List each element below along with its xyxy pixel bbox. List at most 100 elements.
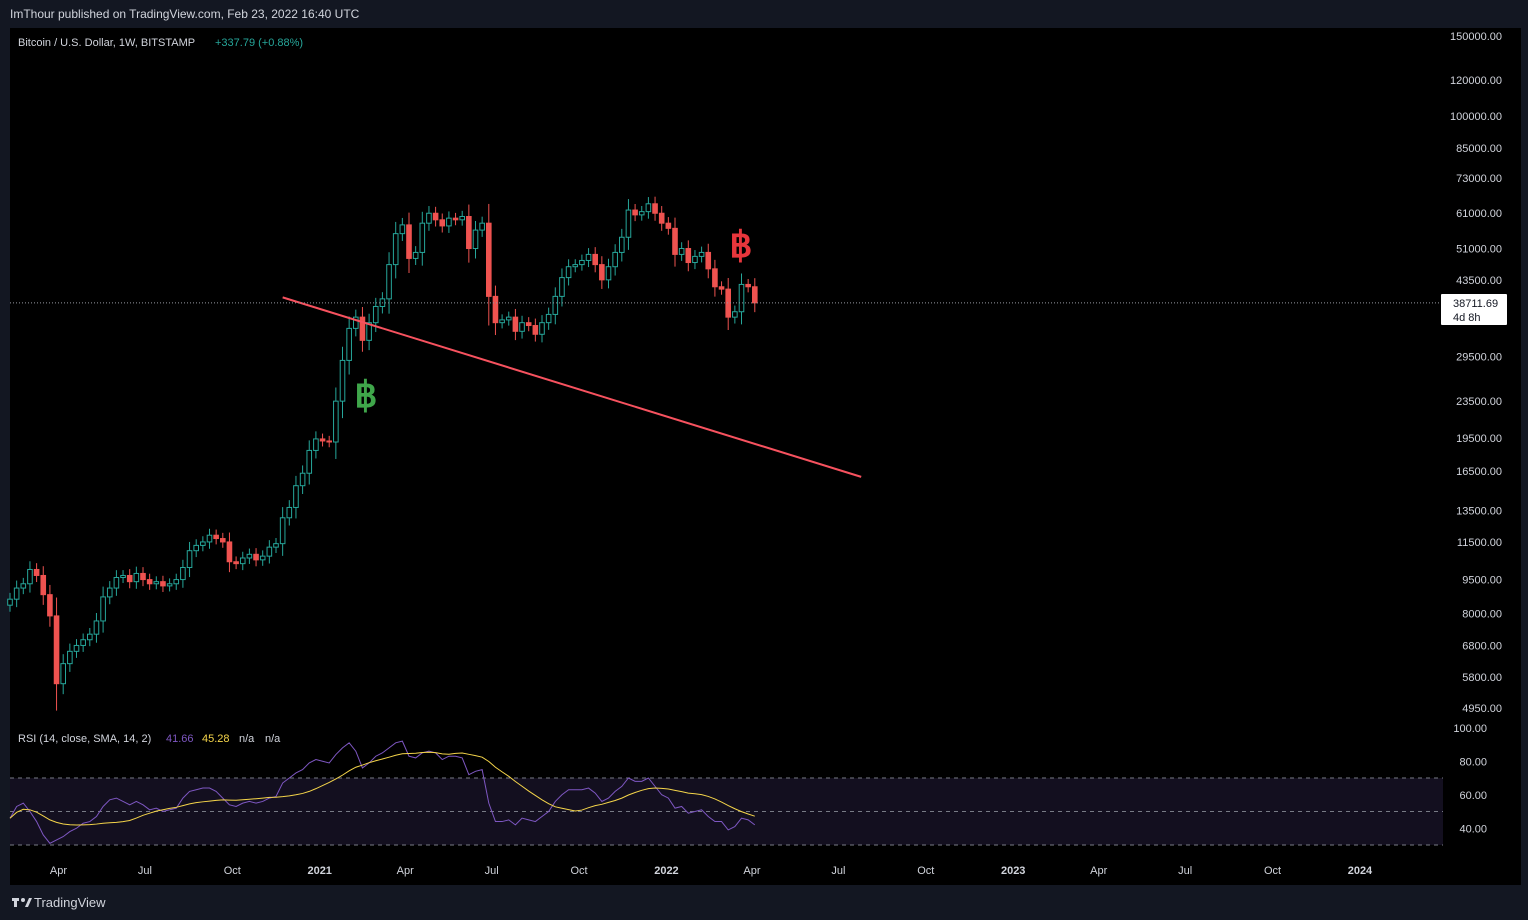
candle-body xyxy=(718,286,725,290)
time-tick-label: Oct xyxy=(224,865,241,877)
candle-body xyxy=(665,222,672,229)
candle-body xyxy=(160,581,166,587)
price-axis-labels: 150000.00 120000.00 100000.00 85000.00 73000… xyxy=(1450,31,1502,715)
candle-body xyxy=(412,251,419,259)
price-axis[interactable] xyxy=(1443,28,1521,885)
price-tick-label: 9500.00 xyxy=(1462,575,1502,587)
rsi-value: 41.66 xyxy=(166,733,194,745)
candle-body xyxy=(239,557,246,565)
candle-body xyxy=(67,650,73,665)
candle-body xyxy=(286,506,293,519)
candle-body xyxy=(612,251,618,268)
chart-pane[interactable] xyxy=(10,28,1443,885)
candle-body xyxy=(306,449,313,474)
time-tick-label: Apr xyxy=(50,865,67,877)
candle-body xyxy=(333,400,339,443)
candle-body xyxy=(466,216,472,250)
candle-body xyxy=(93,620,100,635)
time-axis-labels: Apr Jul Oct 2021 Apr Jul Oct 2022 Apr Jul Oct 2023 A… xyxy=(50,865,1373,877)
candle-body xyxy=(712,268,718,288)
candle-body xyxy=(725,288,732,318)
candle-body xyxy=(692,255,698,264)
candle-body xyxy=(472,229,479,250)
candle-body xyxy=(738,283,745,313)
price-tick-label: 5800.00 xyxy=(1462,672,1502,684)
candle-body xyxy=(658,212,665,224)
candle-body xyxy=(585,253,592,261)
candle-body xyxy=(126,574,133,583)
price-tick-label: 13500.00 xyxy=(1456,505,1502,517)
candle-body xyxy=(13,587,20,600)
candle-body xyxy=(532,325,539,335)
candle-body xyxy=(33,568,40,576)
candle-body xyxy=(120,574,126,579)
candle-body xyxy=(173,579,180,585)
candle-body xyxy=(7,598,13,606)
time-tick-label: Apr xyxy=(397,865,414,877)
price-badge xyxy=(1441,294,1507,325)
candle-body xyxy=(299,472,306,487)
candle-body xyxy=(220,538,226,543)
candle-body xyxy=(479,222,485,231)
candle-body xyxy=(27,568,33,585)
price-tick-label: 29500.00 xyxy=(1456,351,1502,363)
bitcoin-green-icon: ฿ xyxy=(355,374,378,415)
candle-body xyxy=(392,233,399,266)
candle-body xyxy=(592,253,599,266)
candle-body xyxy=(346,327,352,361)
candle-body xyxy=(399,224,406,235)
candle-body xyxy=(678,248,685,255)
price-tick-label: 11500.00 xyxy=(1457,537,1502,549)
candle-body xyxy=(60,663,67,685)
candle-body xyxy=(559,277,565,297)
time-tick-label: 2022 xyxy=(654,865,678,877)
tradingview-logo-icon xyxy=(12,898,32,907)
price-change: +337.79 (+0.88%) xyxy=(215,37,303,49)
candle-body xyxy=(353,316,359,329)
rsi-legend-label[interactable]: RSI (14, close, SMA, 14, 2) xyxy=(18,733,151,745)
candle-body xyxy=(419,222,426,253)
candle-body xyxy=(752,286,758,304)
candle-body xyxy=(486,222,492,297)
candle-body xyxy=(452,217,459,221)
price-tick-label: 73000.00 xyxy=(1456,173,1502,185)
price-tick-label: 100000.00 xyxy=(1450,111,1502,123)
candle-body xyxy=(113,577,120,589)
candle-body xyxy=(279,517,286,545)
candle-body xyxy=(519,322,525,332)
candle-body xyxy=(100,596,106,622)
time-tick-label: Apr xyxy=(1090,865,1107,877)
candle-body xyxy=(366,322,372,341)
time-tick-label: 2023 xyxy=(1001,865,1025,877)
candle-body xyxy=(645,203,652,213)
price-badge-value: 38711.69 xyxy=(1453,298,1498,310)
price-tick-label: 8000.00 xyxy=(1462,608,1502,620)
candle-body xyxy=(499,319,505,324)
publisher-text: ImThour published on TradingView.com, Fe… xyxy=(10,7,360,21)
candle-body xyxy=(745,283,751,288)
symbol-legend[interactable]: Bitcoin / U.S. Dollar, 1W, BITSTAMP xyxy=(18,37,195,49)
price-tick-label: 6800.00 xyxy=(1462,640,1502,652)
candle-body xyxy=(572,264,579,268)
footer-brand[interactable]: TradingView xyxy=(34,895,106,910)
candle-body xyxy=(233,561,239,565)
candle-body xyxy=(106,587,113,598)
candle-body xyxy=(638,211,645,216)
publisher-header: ImThour published on TradingView.com, Fe… xyxy=(0,0,1528,28)
candle-body xyxy=(545,313,552,324)
candle-body xyxy=(579,259,585,266)
candle-body xyxy=(552,295,559,315)
candle-body xyxy=(20,583,27,589)
candle-body xyxy=(313,438,319,451)
trendline[interactable] xyxy=(282,296,862,478)
rsi-axis-labels: 100.00 80.00 60.00 40.00 xyxy=(1453,723,1487,836)
candle-body xyxy=(326,440,332,443)
price-tick-label: 19500.00 xyxy=(1456,433,1502,445)
rsi-lines xyxy=(9,740,756,844)
candle-body xyxy=(525,322,532,327)
svg-text:฿: ฿ xyxy=(730,224,753,265)
candle-body xyxy=(213,534,219,540)
candle-body xyxy=(293,485,299,508)
price-tick-label: 150000.00 xyxy=(1450,31,1502,43)
